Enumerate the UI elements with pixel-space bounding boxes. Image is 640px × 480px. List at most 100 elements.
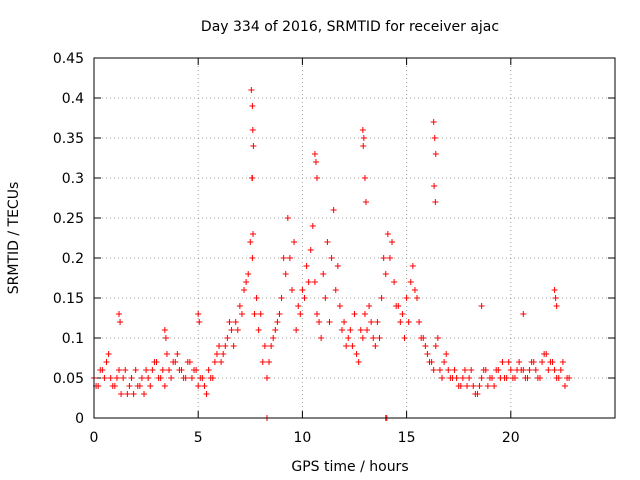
data-point: [418, 335, 425, 341]
data-point: [116, 311, 123, 317]
data-point: [493, 367, 500, 373]
data-point: [307, 247, 314, 253]
data-point: [147, 383, 154, 389]
data-point: [276, 311, 283, 317]
data-point: [557, 367, 564, 373]
data-point: [501, 375, 508, 381]
data-point: [205, 367, 212, 373]
y-tick-label: 0.35: [53, 131, 84, 147]
axis-ticks: 0 0.05 0.1 0.15 0.2 0.25 0.3 0.35 0.4 0.45 0 5 10 15 2…: [53, 51, 615, 446]
data-point: [472, 391, 479, 397]
data-point: [195, 383, 202, 389]
data-point: [282, 271, 289, 277]
data-point: [330, 207, 337, 213]
data-point: [505, 359, 512, 365]
data-point: [248, 87, 255, 93]
data-point: [399, 311, 406, 317]
data-point: [518, 367, 525, 373]
data-point: [218, 359, 225, 365]
data-point: [434, 335, 441, 341]
data-point: [162, 335, 169, 341]
y-tick-label: 0: [75, 411, 84, 427]
data-point: [459, 375, 466, 381]
y-tick-label: 0.45: [53, 51, 84, 67]
data-point: [345, 335, 352, 341]
data-point: [507, 367, 514, 373]
y-tick-label: 0.25: [53, 211, 84, 227]
data-point: [360, 135, 367, 141]
data-point: [184, 359, 191, 365]
data-point: [241, 287, 248, 293]
data-point: [370, 335, 377, 341]
data-point: [409, 263, 416, 269]
data-point: [360, 143, 367, 149]
data-point: [305, 279, 312, 285]
data-point: [530, 359, 537, 365]
data-point: [126, 383, 133, 389]
data-point: [436, 367, 443, 373]
data-point: [384, 231, 391, 237]
data-point: [318, 335, 325, 341]
data-point: [401, 335, 408, 341]
data-point: [313, 175, 320, 181]
data-point: [251, 311, 258, 317]
data-point: [341, 319, 348, 325]
data-point: [453, 375, 460, 381]
data-point: [343, 343, 350, 349]
data-point: [431, 183, 438, 189]
data-point: [389, 239, 396, 245]
y-tick-label: 0.15: [53, 291, 84, 307]
data-point: [431, 135, 438, 141]
y-tick-label: 0.1: [62, 331, 84, 347]
data-points: [91, 87, 573, 421]
data-point: [116, 367, 123, 373]
data-point: [411, 287, 418, 293]
data-point: [141, 391, 148, 397]
data-point: [201, 383, 208, 389]
data-point: [422, 343, 429, 349]
data-point: [489, 375, 496, 381]
data-point: [149, 367, 156, 373]
data-point: [211, 359, 218, 365]
data-point: [353, 351, 360, 357]
data-point: [255, 327, 262, 333]
data-point: [250, 231, 257, 237]
data-point: [196, 319, 203, 325]
x-axis-label: GPS time / hours: [291, 459, 408, 475]
data-point: [405, 319, 412, 325]
data-point: [359, 127, 366, 133]
data-point: [430, 119, 437, 125]
data-point: [447, 375, 454, 381]
data-point: [322, 295, 329, 301]
data-point: [499, 359, 506, 365]
data-point: [393, 303, 400, 309]
data-point: [176, 367, 183, 373]
data-point: [268, 343, 275, 349]
data-point: [249, 127, 256, 133]
data-point: [361, 311, 368, 317]
data-point: [286, 255, 293, 261]
data-point: [280, 255, 287, 261]
data-point: [357, 327, 364, 333]
data-point: [188, 375, 195, 381]
data-point: [272, 327, 279, 333]
data-point: [522, 375, 529, 381]
y-axis-label: SRMTID / TECUs: [6, 182, 22, 295]
data-point: [263, 375, 270, 381]
data-point: [403, 295, 410, 301]
data-point: [516, 359, 523, 365]
data-point: [372, 343, 379, 349]
data-point: [461, 367, 468, 373]
data-point: [303, 263, 310, 269]
data-point: [376, 335, 383, 341]
data-point: [117, 319, 124, 325]
data-point: [134, 383, 141, 389]
data-point: [291, 239, 298, 245]
data-point: [159, 367, 166, 373]
data-point: [362, 199, 369, 205]
data-point: [213, 351, 220, 357]
plot-frame: [93, 57, 616, 419]
data-point: [491, 383, 498, 389]
data-point: [220, 351, 227, 357]
data-point: [336, 303, 343, 309]
